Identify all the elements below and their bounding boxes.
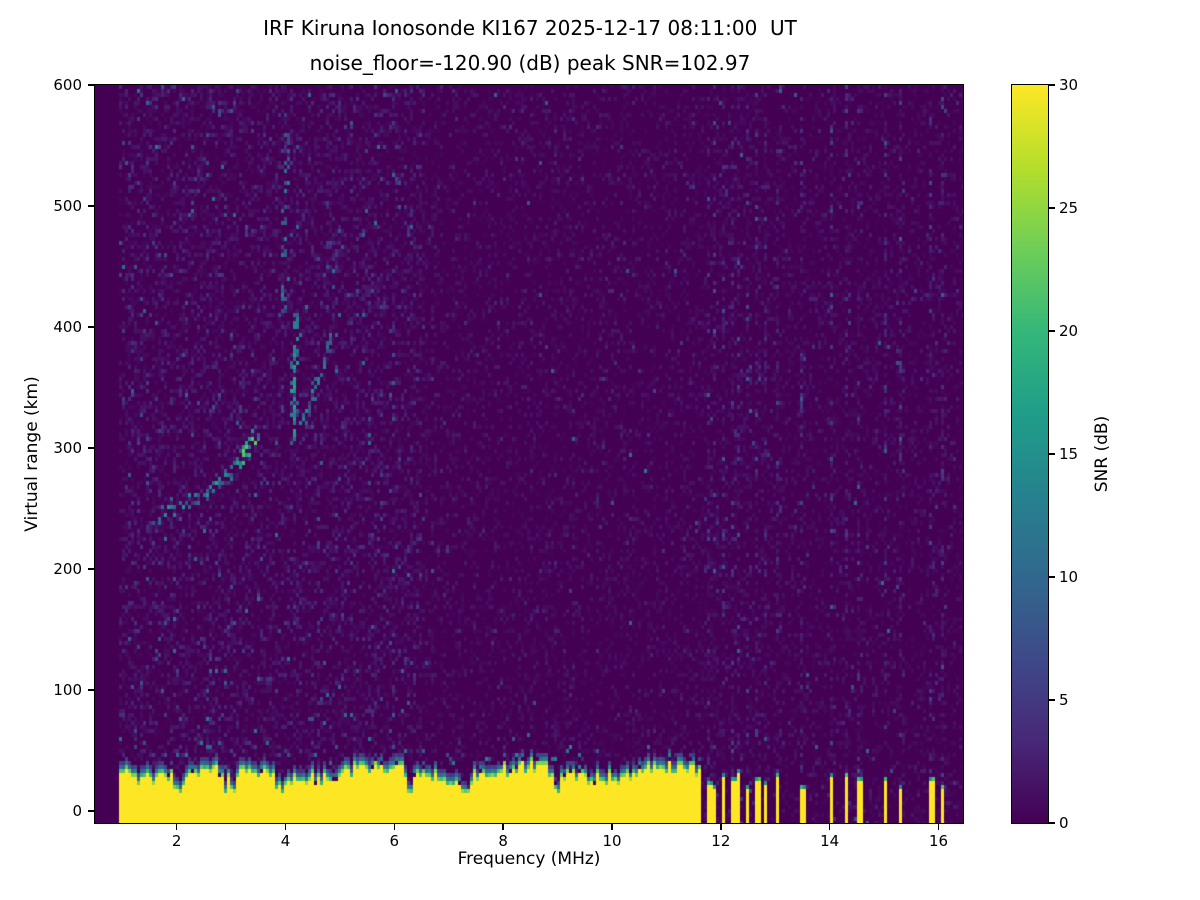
x-tick-label: 8 [498,832,508,850]
y-tick-label: 400 [53,317,82,336]
y-tick-mark [88,568,94,570]
colorbar-tick-mark [1049,453,1055,455]
y-tick-label: 0 [72,801,82,820]
y-tick-mark [88,205,94,207]
y-tick-label: 200 [53,559,82,578]
x-tick-mark [284,824,287,830]
ionogram-canvas [94,84,964,824]
colorbar-tick-label: 5 [1059,691,1069,709]
colorbar-canvas [1011,84,1049,824]
chart-title: IRF Kiruna Ionosonde KI167 2025-12-17 08… [95,11,965,81]
x-tick-label: 12 [711,832,731,850]
x-tick-label: 14 [820,832,840,850]
colorbar-tick-label: 15 [1059,445,1079,463]
y-tick-label: 500 [53,196,82,215]
chart-title-line1: IRF Kiruna Ionosonde KI167 2025-12-17 08… [263,16,797,40]
y-tick-mark [88,689,94,691]
x-tick-mark [720,824,722,830]
y-tick-label: 100 [53,680,82,699]
colorbar-tick-label: 0 [1059,814,1069,832]
colorbar-tick-label: 30 [1059,76,1079,94]
x-tick-mark [393,824,396,830]
colorbar-tick-label: 20 [1059,322,1079,340]
x-tick-label: 10 [602,832,622,850]
x-tick-mark [502,824,504,830]
y-tick-label: 300 [53,438,82,457]
colorbar-tick-label: 10 [1059,568,1079,586]
colorbar-tick-mark [1049,822,1055,824]
x-tick-mark [937,824,940,830]
x-tick-label: 6 [389,832,400,850]
x-tick-mark [611,824,613,830]
y-tick-mark [88,84,94,86]
colorbar-tick-mark [1049,330,1055,332]
y-tick-mark [88,326,94,328]
y-tick-mark [88,447,94,449]
x-tick-mark [828,824,831,830]
x-tick-label: 4 [280,832,291,850]
x-axis-label: Frequency (MHz) [457,849,601,869]
y-tick-mark [88,810,94,812]
x-tick-label: 2 [171,832,182,850]
colorbar-tick-mark [1049,699,1055,701]
chart-title-line2: noise_floor=-120.90 (dB) peak SNR=102.97 [309,51,751,75]
x-tick-mark [175,824,178,830]
colorbar-tick-mark [1049,207,1055,209]
x-tick-label: 16 [928,832,949,850]
colorbar-tick-label: 25 [1059,199,1079,217]
colorbar-tick-mark [1049,84,1055,86]
y-tick-label: 600 [53,76,82,94]
colorbar-tick-mark [1049,576,1055,578]
colorbar-label: SNR (dB) [1092,415,1112,493]
